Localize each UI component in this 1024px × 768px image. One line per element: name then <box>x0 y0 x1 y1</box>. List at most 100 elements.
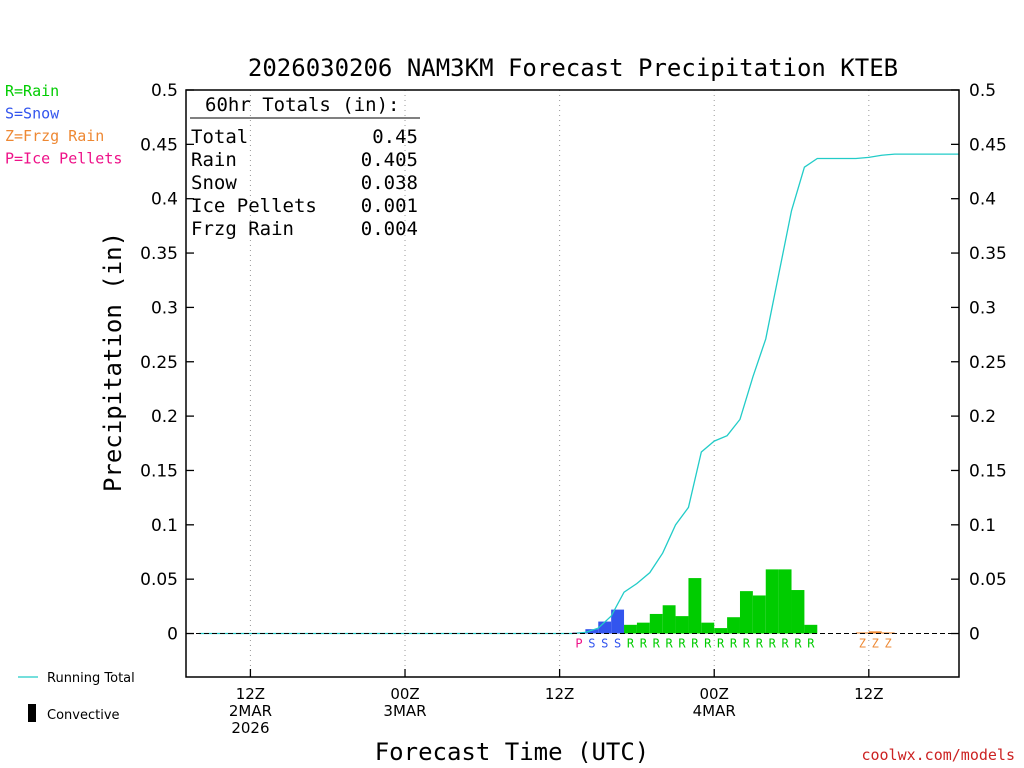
y-tick-label-right: 0.15 <box>969 461 1007 481</box>
precip-type-letter: R <box>627 637 635 651</box>
precip-bar <box>752 595 766 634</box>
x-tick-label: 00Z <box>390 685 419 703</box>
precip-type-letter: R <box>704 637 712 651</box>
plot-frame <box>185 89 960 678</box>
y-tick-label-right: 0.35 <box>969 244 1007 264</box>
precip-bar <box>739 591 753 634</box>
precip-bar <box>675 616 689 634</box>
y-tick-label: 0.25 <box>140 353 178 373</box>
precip-type-letter: Z <box>859 637 866 651</box>
precip-bar <box>714 628 728 634</box>
precip-type-letter: R <box>640 637 648 651</box>
precip-bar <box>778 569 792 634</box>
y-tick-label-right: 0.25 <box>969 353 1007 373</box>
precip-type-letter: R <box>794 637 802 651</box>
precip-type-letter: R <box>743 637 751 651</box>
precip-type-letter: R <box>678 637 686 651</box>
y-axis-left: 0 0.05 0.1 0.15 0.2 0.25 0.3 0.35 0.4 0.45 0.5 <box>140 81 194 645</box>
precip-bar <box>727 617 740 634</box>
precip-bar <box>636 622 650 634</box>
precip-type-letter: R <box>769 637 777 651</box>
precip-bar <box>611 609 625 634</box>
y-tick-label: 0.3 <box>151 298 178 318</box>
y-tick-label: 0.4 <box>151 190 178 210</box>
y-axis-right: 0 0.05 0.1 0.15 0.2 0.25 0.3 0.35 0.4 0.45 0.5 <box>951 81 1007 645</box>
y-axis-label: Precipitation (in) <box>99 232 127 492</box>
y-tick-label: 0.35 <box>140 244 178 264</box>
totals-row-label: Total <box>191 126 248 148</box>
y-tick-label-right: 0.1 <box>969 516 996 536</box>
legend-item: S=Snow <box>5 105 60 123</box>
y-tick-label: 0.2 <box>151 407 178 427</box>
precip-bar <box>688 578 702 634</box>
precip-type-letter: Z <box>885 637 892 651</box>
totals-row-value: 0.038 <box>361 172 418 194</box>
x-tick-label: 12Z <box>854 685 883 703</box>
legend-item: Z=Frzg Rain <box>5 127 104 145</box>
precip-type-legend: R=Rain S=Snow Z=Frzg Rain P=Ice Pellets <box>5 82 122 168</box>
convective-legend-swatch <box>28 704 36 722</box>
convective-legend-label: Convective <box>47 708 120 723</box>
y-tick-label-right: 0 <box>969 625 980 645</box>
totals-row-label: Snow <box>191 172 237 194</box>
precip-bar <box>662 605 676 634</box>
precip-type-letter: R <box>807 637 815 651</box>
y-tick-label: 0.1 <box>151 516 178 536</box>
y-tick-label-right: 0.3 <box>969 298 996 318</box>
credit-text: coolwx.com/models <box>861 746 1015 764</box>
x-tick-label: 12Z <box>236 685 265 703</box>
precip-bar <box>649 613 663 634</box>
precip-type-letter: R <box>717 637 725 651</box>
precip-type-letter: R <box>653 637 661 651</box>
x-tick-label: 2MAR <box>229 702 272 720</box>
precip-bar <box>701 622 715 634</box>
y-tick-label: 0.05 <box>140 570 178 590</box>
precip-type-letter: R <box>781 637 789 651</box>
precip-bar <box>855 632 869 634</box>
totals-row-value: 0.45 <box>372 126 418 148</box>
totals-box: 60hr Totals (in): Total 0.45 Rain 0.405 Snow… <box>190 94 420 240</box>
precip-bar <box>598 621 612 634</box>
precip-type-letter: P <box>575 637 582 651</box>
precip-bar <box>804 624 818 634</box>
precip-bar <box>791 590 805 634</box>
y-tick-label-right: 0.4 <box>969 190 996 210</box>
precip-type-letter: R <box>666 637 674 651</box>
x-tick-label: 12Z <box>545 685 574 703</box>
y-tick-label: 0.45 <box>140 135 178 155</box>
legend-item: P=Ice Pellets <box>5 150 122 168</box>
y-tick-label-right: 0.05 <box>969 570 1007 590</box>
x-tick-label: 2026 <box>231 719 269 737</box>
precip-bar <box>765 569 779 634</box>
precip-type-letter: S <box>601 637 608 651</box>
x-axis-label: Forecast Time (UTC) <box>375 738 650 766</box>
y-tick-label-right: 0.45 <box>969 135 1007 155</box>
y-tick-label: 0.15 <box>140 461 178 481</box>
totals-row-value: 0.001 <box>361 195 418 217</box>
x-tick-label: 00Z <box>700 685 729 703</box>
running-total-line <box>198 153 959 635</box>
precip-type-letter: S <box>614 637 621 651</box>
y-tick-label-right: 0.5 <box>969 81 996 101</box>
precip-type-letter: R <box>730 637 738 651</box>
precip-type-letter: Z <box>872 637 879 651</box>
totals-row-value: 0.405 <box>361 149 418 171</box>
precip-type-letter: R <box>756 637 764 651</box>
precip-bars <box>572 569 895 634</box>
precip-type-letter: R <box>691 637 699 651</box>
x-tick-label: 3MAR <box>383 702 426 720</box>
totals-row-label: Rain <box>191 149 237 171</box>
x-tick-label: 4MAR <box>693 702 736 720</box>
precip-bar <box>624 624 637 634</box>
y-tick-label: 0 <box>167 625 178 645</box>
y-tick-label-right: 0.2 <box>969 407 996 427</box>
chart-title: 2026030206 NAM3KM Forecast Precipitation… <box>248 54 898 82</box>
legend-item: R=Rain <box>5 82 59 100</box>
precip-bar <box>868 631 882 634</box>
totals-row-label: Frzg Rain <box>191 218 294 240</box>
precip-type-letter: S <box>588 637 595 651</box>
y-tick-label: 0.5 <box>151 81 178 101</box>
